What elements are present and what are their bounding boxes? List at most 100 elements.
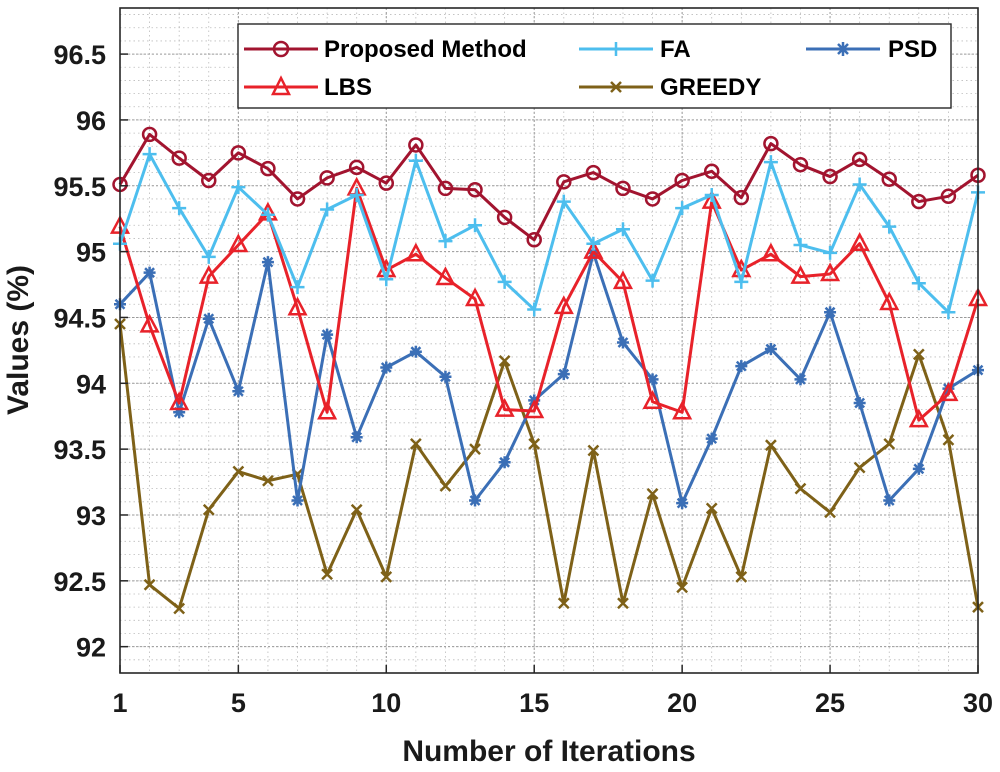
lbs-point <box>760 242 781 262</box>
fa-point <box>704 187 719 202</box>
y-tick-label: 96.5 <box>53 40 106 70</box>
psd-point <box>676 497 689 510</box>
greedy-point <box>439 480 452 492</box>
psd-point <box>498 456 511 469</box>
greedy-point <box>824 506 836 519</box>
proposed-method-point <box>378 175 395 191</box>
proposed-method-point <box>526 232 542 248</box>
fa-point <box>823 245 838 260</box>
psd-point <box>705 432 718 445</box>
greedy-point <box>469 443 481 456</box>
lbs-point <box>317 400 338 420</box>
legend-label-lbs: LBS <box>324 74 372 101</box>
fa-point <box>320 202 335 217</box>
series-fa <box>113 147 985 320</box>
psd-point <box>616 336 629 349</box>
psd-point <box>409 345 422 358</box>
lbs-point <box>612 270 634 290</box>
psd-point <box>173 406 186 419</box>
psd-point <box>824 306 837 319</box>
proposed-method-point <box>822 168 838 185</box>
fa-point <box>793 238 808 253</box>
proposed-method-point <box>615 180 631 197</box>
psd-point <box>143 266 156 279</box>
psd-point <box>380 361 393 374</box>
greedy-point <box>143 578 156 591</box>
x-tick-label: 10 <box>371 688 401 718</box>
lbs-point <box>494 397 515 417</box>
proposed-method-point <box>467 181 483 198</box>
y-tick-label: 93.5 <box>53 435 106 465</box>
legend-marker-proposed-method <box>272 40 290 58</box>
series-line-fa <box>118 152 980 314</box>
legend-label-fa: FA <box>660 36 691 63</box>
legend-box <box>237 23 952 109</box>
proposed-method-point <box>703 163 720 180</box>
greedy-point <box>883 437 896 450</box>
lbs-point <box>198 264 219 284</box>
y-axis-label: Values (%) <box>2 265 35 415</box>
proposed-method-point <box>408 137 424 153</box>
lbs-point <box>908 408 929 428</box>
proposed-method-point <box>881 171 897 187</box>
series-proposed-method <box>112 126 986 248</box>
proposed-method-point <box>585 164 602 181</box>
lbs-point <box>405 242 426 262</box>
lbs-point <box>169 391 190 411</box>
fa-point <box>349 187 364 202</box>
lbs-point <box>287 296 308 316</box>
greedy-point <box>853 461 866 474</box>
legend-entry-psd: PSD <box>806 36 937 63</box>
greedy-point <box>735 570 748 583</box>
psd-point <box>942 382 955 395</box>
greedy-point <box>557 597 570 610</box>
series-line-greedy <box>118 323 980 610</box>
series-line-psd <box>118 251 979 505</box>
fa-point <box>734 274 749 289</box>
lbs-point <box>879 291 900 311</box>
proposed-method-point <box>260 160 276 177</box>
greedy-point <box>646 488 659 500</box>
fa-point <box>172 201 187 216</box>
greedy-point <box>765 439 777 452</box>
psd-point <box>764 343 777 356</box>
proposed-method-point <box>556 174 572 190</box>
fa-point <box>231 180 246 195</box>
fa-point <box>586 236 601 251</box>
y-tick-label: 95 <box>76 238 106 268</box>
y-tick-label: 92.5 <box>53 567 106 597</box>
fa-point <box>260 207 275 222</box>
greedy-point <box>794 482 807 495</box>
greedy-point <box>321 568 333 581</box>
psd-point <box>439 370 452 383</box>
x-axis-ticks: 1 5 10 15 20 25 30 <box>112 665 993 718</box>
fa-point <box>675 201 690 216</box>
greedy-point <box>498 355 511 367</box>
proposed-method-point <box>319 170 335 186</box>
proposed-method-point <box>201 172 217 189</box>
greedy-point <box>173 602 186 615</box>
y-tick-label: 95.5 <box>53 172 106 202</box>
lbs-point <box>464 287 486 307</box>
proposed-method-point <box>851 151 868 168</box>
psd-point <box>232 385 245 398</box>
legend-label-greedy: GREEDY <box>660 74 761 101</box>
fa-point <box>408 153 423 168</box>
x-tick-label: 15 <box>519 688 549 718</box>
fa-point <box>201 249 216 264</box>
legend-marker-fa <box>609 42 623 56</box>
greedy-point <box>380 570 393 583</box>
lbs-point <box>524 399 545 419</box>
legend-entry-greedy: GREEDY <box>579 74 761 101</box>
legend-marker-greedy <box>610 81 622 93</box>
legend-marker-lbs <box>270 75 292 96</box>
fa-point <box>763 155 778 170</box>
lbs-point <box>849 232 870 251</box>
legend: Proposed Method FA PSD LBS GREEDY <box>237 23 952 109</box>
psd-point <box>912 462 925 475</box>
proposed-method-point <box>644 191 661 207</box>
lbs-point <box>435 266 456 286</box>
psd-point <box>202 312 215 325</box>
psd-point <box>794 373 807 386</box>
legend-entry-fa: FA <box>579 36 691 63</box>
